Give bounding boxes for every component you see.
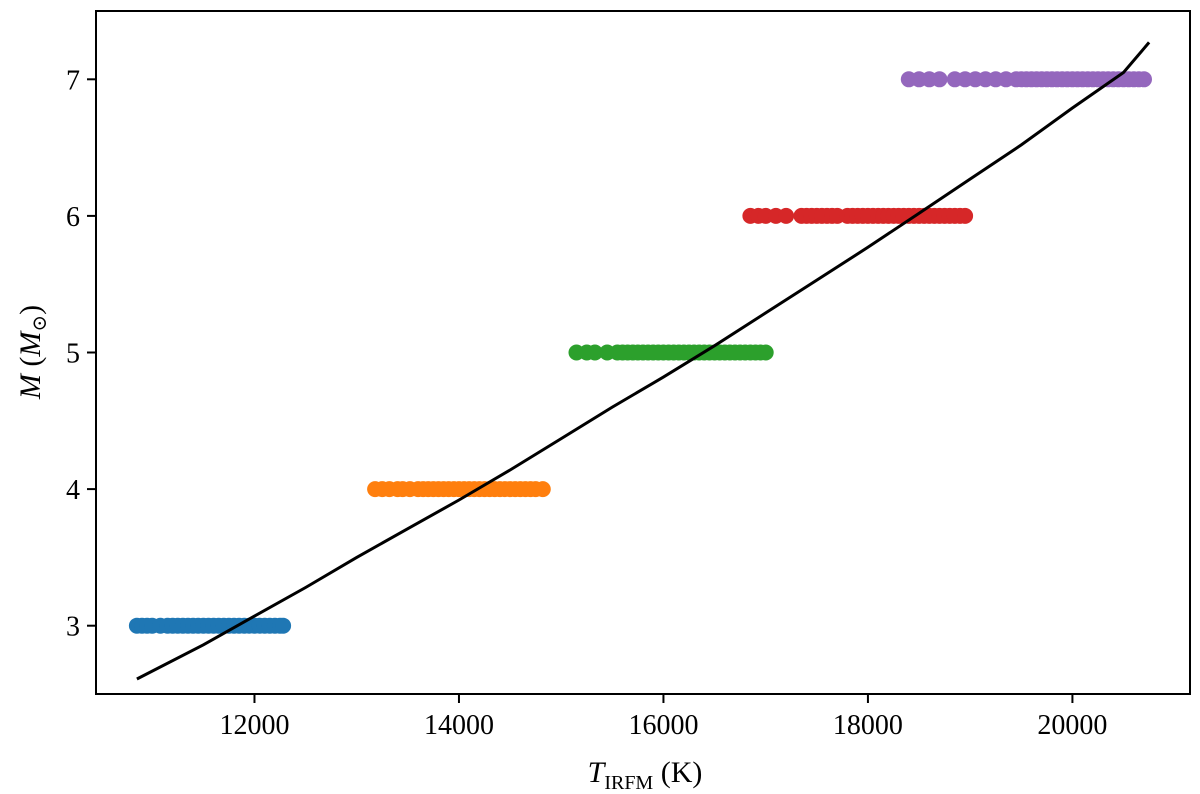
x-axis-title: TIRFM (K) <box>588 756 703 794</box>
y-tick-label: 7 <box>66 65 80 96</box>
plot-area <box>128 41 1152 681</box>
y-axis-title: M (M⊙) <box>14 305 51 400</box>
x-tick-label: 20000 <box>1037 710 1107 741</box>
y-tick-label: 5 <box>66 339 80 370</box>
data-point <box>778 207 795 224</box>
y-axis-title-var: M <box>14 372 47 400</box>
data-point <box>586 344 603 361</box>
y-axis: 3 4 5 6 7 <box>66 65 96 643</box>
y-tick-label: 4 <box>66 475 80 506</box>
y-axis-title-open: ( <box>14 357 47 375</box>
x-axis-title-var: T <box>588 756 607 789</box>
y-axis-title-unit-var: M <box>14 330 47 358</box>
x-tick-label: 16000 <box>628 710 698 741</box>
x-axis-title-sub: IRFM <box>604 772 653 794</box>
data-points <box>128 71 1152 634</box>
data-point <box>275 617 292 634</box>
data-point <box>957 207 974 224</box>
y-axis-title-close: ) <box>14 305 47 315</box>
x-tick-label: 12000 <box>219 710 289 741</box>
y-tick-label: 3 <box>66 612 80 643</box>
x-axis: 12000 14000 16000 18000 20000 <box>219 694 1107 741</box>
x-tick-label: 14000 <box>424 710 494 741</box>
x-tick-label: 18000 <box>833 710 903 741</box>
fit-line <box>136 41 1151 681</box>
data-point <box>534 481 551 498</box>
x-axis-title-unit: (K) <box>653 756 702 789</box>
data-point <box>757 344 774 361</box>
y-axis-title-unit-sub: ⊙ <box>29 315 51 332</box>
y-tick-label: 6 <box>66 202 80 233</box>
data-point <box>931 71 948 88</box>
data-point <box>1136 71 1152 88</box>
